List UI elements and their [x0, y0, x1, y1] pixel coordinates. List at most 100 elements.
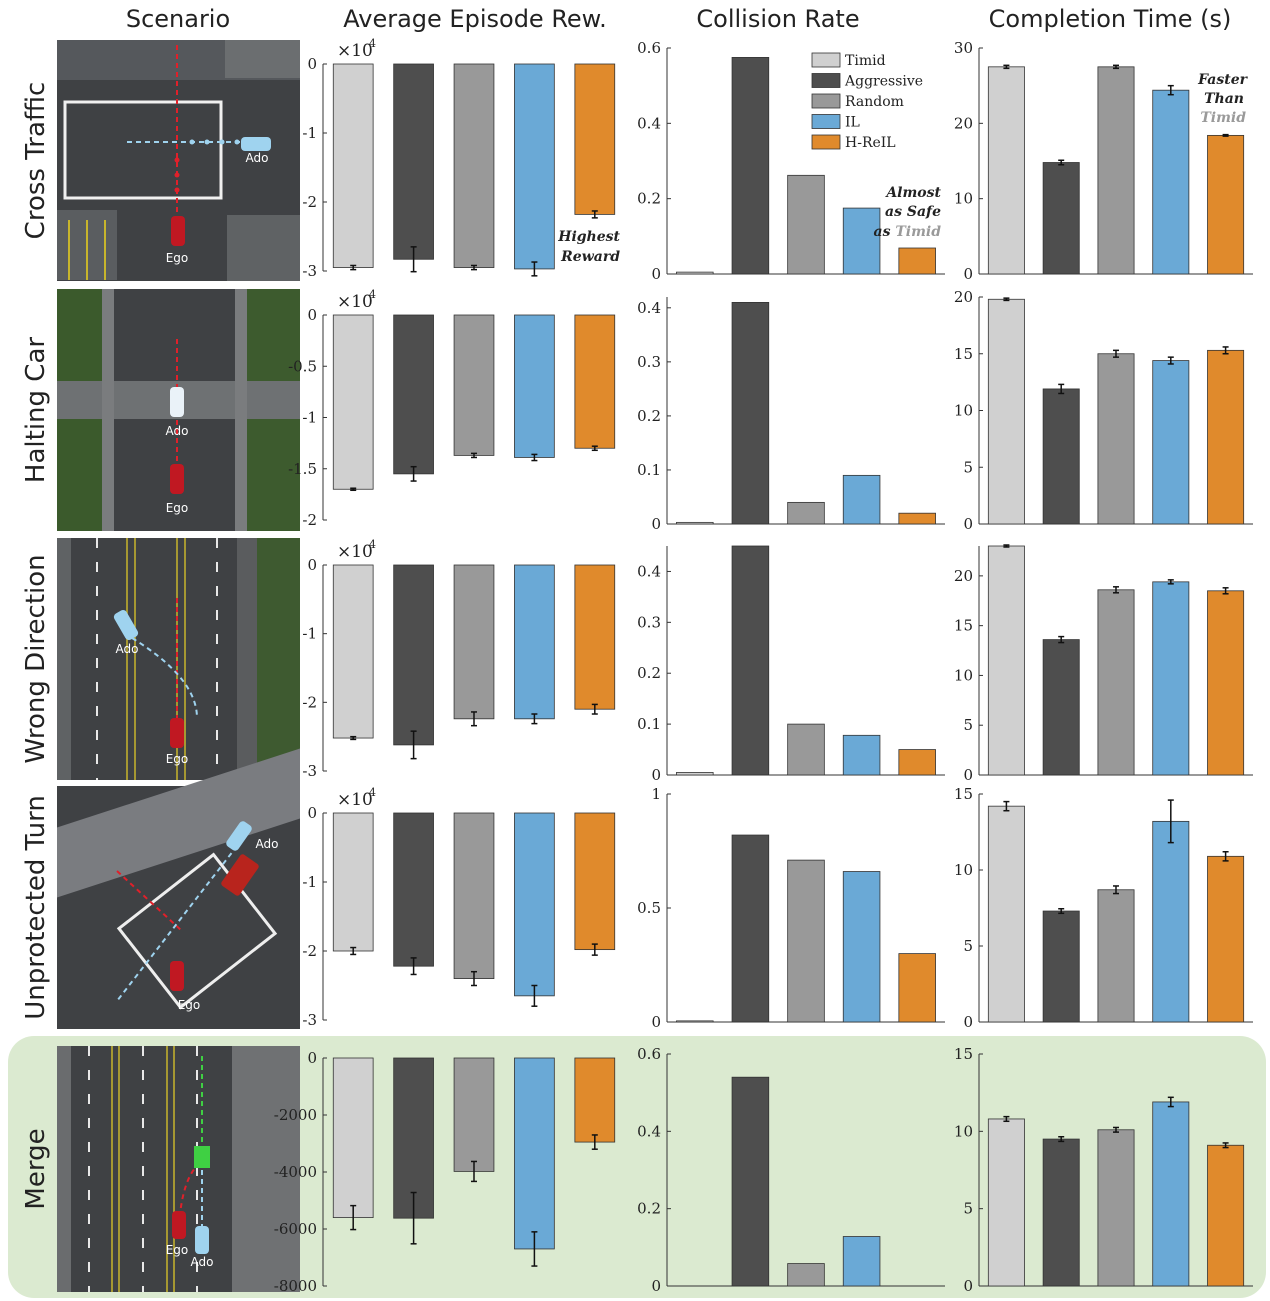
scenario-label: Wrong Direction: [21, 554, 51, 763]
bar-random: [1098, 890, 1134, 1022]
y-tick-label: 0.6: [637, 39, 661, 57]
bar-aggressive: [1043, 1139, 1079, 1286]
bar-timid: [333, 315, 373, 489]
bar-random: [788, 175, 825, 274]
y-tick-label: 0.4: [637, 562, 661, 580]
bar-random: [454, 565, 494, 719]
bar-h-reil: [899, 954, 936, 1022]
annotation-collision: as Safe: [885, 204, 941, 220]
bar-il: [514, 1058, 554, 1249]
y-tick-label: 0: [651, 1013, 661, 1031]
bar-random: [454, 315, 494, 455]
y-tick-label: 0.2: [637, 664, 661, 682]
y-tick-label: 0: [307, 1049, 317, 1067]
bar-h-reil: [1208, 135, 1244, 274]
y-tick-label: 0.1: [637, 715, 661, 733]
bar-il: [843, 475, 880, 524]
y-tick-label: -0.5: [288, 357, 317, 375]
bar-aggressive: [732, 1077, 769, 1286]
ado-label: Ado: [256, 837, 279, 851]
ego-label: Ego: [166, 1243, 189, 1257]
y-tick-label: -4000: [274, 1163, 317, 1181]
legend-label: H-ReIL: [845, 135, 896, 151]
bar-timid: [988, 299, 1024, 524]
bar-il: [843, 872, 880, 1022]
annotation-collision: as Timid: [874, 224, 942, 240]
bar-il: [843, 208, 880, 274]
y-tick-label: -2000: [274, 1106, 317, 1124]
bar-timid: [988, 546, 1024, 775]
y-tick-label: 0.6: [637, 1045, 661, 1063]
scenario-image: Ado Ego Unprotected Turn: [21, 749, 300, 1029]
bar-aggressive: [394, 813, 434, 966]
collision-chart: 00.10.20.30.4: [637, 546, 945, 784]
bar-timid: [676, 272, 713, 274]
bar-h-reil: [575, 1058, 615, 1142]
bar-aggressive: [732, 546, 769, 775]
y-tick-label: 0.3: [637, 353, 661, 371]
legend-swatch: [812, 53, 840, 67]
bar-aggressive: [732, 835, 769, 1022]
reward-chart: 0 -0.5 -1 -1.5 -2 ×104: [288, 288, 615, 529]
y-tick-label: 0: [307, 556, 317, 574]
legend: TimidAggressiveRandomILH-ReIL: [812, 53, 923, 151]
legend-label: IL: [845, 115, 860, 131]
bar-il: [1153, 1102, 1189, 1286]
legend-swatch: [812, 135, 840, 149]
y-tick-label: 0: [651, 766, 661, 784]
bar-h-reil: [575, 813, 615, 950]
y-tick-label: 0: [307, 55, 317, 73]
y-tick-label: 1: [651, 785, 661, 803]
axis-multiplier: ×10: [337, 41, 373, 61]
bar-il: [514, 565, 554, 719]
bar-timid: [988, 1119, 1024, 1286]
bar-h-reil: [1208, 856, 1244, 1022]
bar-il: [843, 1237, 880, 1286]
bar-random: [454, 64, 494, 268]
column-header: Scenario: [126, 5, 230, 33]
y-tick-label: 0: [651, 1277, 661, 1295]
bar-timid: [988, 806, 1024, 1022]
y-tick-label: -1: [302, 873, 317, 891]
bar-il: [1153, 821, 1189, 1022]
time-chart: 0 5 10 15 20: [954, 545, 1253, 784]
y-tick-label: 15: [954, 617, 973, 635]
y-tick-label: -2: [302, 942, 317, 960]
annotation-collision: Almost: [884, 185, 941, 201]
bar-random: [1098, 590, 1134, 775]
reward-chart: 0 -1 -2 -3 ×104: [302, 538, 614, 780]
scenario-label: Cross Traffic: [21, 82, 51, 240]
ego-label: Ego: [166, 501, 189, 515]
bar-random: [1098, 1130, 1134, 1286]
annotation-time: Than: [1204, 91, 1244, 107]
bar-timid: [676, 772, 713, 775]
reward-chart: 0 -1 -2 -3 ×104: [302, 786, 614, 1029]
bar-aggressive: [394, 64, 434, 259]
y-tick-label: 10: [954, 402, 973, 420]
y-tick-label: 15: [954, 1045, 973, 1063]
legend-label: Timid: [845, 53, 886, 69]
axis-multiplier-exponent: 4: [369, 786, 376, 799]
bar-il: [1153, 361, 1189, 524]
bar-timid: [676, 522, 713, 524]
y-tick-label: 10: [954, 666, 973, 684]
bar-h-reil: [575, 315, 615, 448]
bar-timid: [988, 67, 1024, 274]
y-tick-label: 0.4: [637, 299, 661, 317]
y-tick-label: -8000: [274, 1277, 317, 1295]
y-tick-label: 0.1: [637, 461, 661, 479]
ado-label: Ado: [246, 151, 269, 165]
bar-h-reil: [575, 64, 615, 214]
scenario-image: AdoEgoHalting Car: [21, 289, 300, 531]
y-tick-label: 0: [651, 515, 661, 533]
y-tick-label: 20: [954, 567, 973, 585]
y-tick-label: 0.2: [637, 190, 661, 208]
bar-timid: [333, 1058, 373, 1218]
column-header: Average Episode Rew.: [343, 5, 606, 33]
bar-timid: [333, 64, 373, 268]
time-chart: 0 5 10 15: [954, 785, 1253, 1031]
bar-il: [514, 64, 554, 269]
scenario-image: Ado Ego Cross Traffic: [21, 40, 300, 281]
y-tick-label: 0.4: [637, 114, 661, 132]
